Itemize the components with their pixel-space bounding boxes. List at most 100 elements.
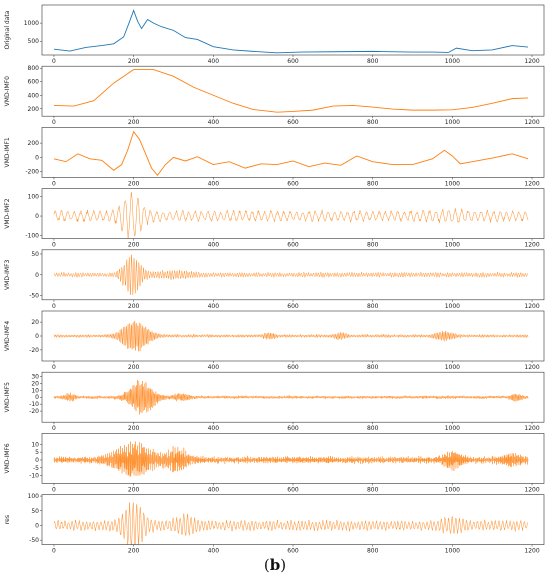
x-tick-label-6-3: 600 <box>287 425 299 432</box>
x-tick-label-1-5: 1000 <box>445 119 460 126</box>
series-line-1 <box>53 69 529 113</box>
axes-frame-0 <box>41 4 545 56</box>
x-tick-label-8-1: 200 <box>128 548 140 555</box>
y-tick-label-1-3: 800 <box>28 65 40 72</box>
x-tick-label-3-4: 800 <box>367 242 379 249</box>
x-tick-label-4-0: 0 <box>52 303 56 310</box>
x-tick-label-3-2: 400 <box>208 242 220 249</box>
y-tick-label-6-1: -10 <box>29 401 39 408</box>
y-axis-label-5: VMD-IMF4 <box>4 321 11 351</box>
x-tick-label-3-6: 1200 <box>524 242 539 249</box>
x-tick-label-2-6: 1200 <box>524 180 539 187</box>
subplot-3: 0 200 400 600 800 1000 1200 -100 0 100 VMD-IMF2 <box>4 188 545 249</box>
x-tick-label-5-2: 400 <box>208 364 220 371</box>
caption-letter: b <box>269 556 281 574</box>
x-tick-label-5-5: 1000 <box>445 364 460 371</box>
y-axis-label-2: VMD-IMF1 <box>4 137 11 167</box>
x-tick-label-8-2: 400 <box>208 548 220 555</box>
x-tick-label-0-5: 1000 <box>445 58 460 65</box>
y-tick-label-8-1: 0 <box>35 522 39 529</box>
axes-frame-1 <box>41 65 545 117</box>
x-tick-label-3-3: 600 <box>287 242 299 249</box>
x-tick-label-1-0: 0 <box>52 119 56 126</box>
x-tick-label-7-3: 600 <box>287 486 299 493</box>
y-tick-label-0-1: 1000 <box>24 20 39 27</box>
subplot-1: 0 200 400 600 800 1000 1200 200 400 600 800 VMD-IMF… <box>4 65 545 126</box>
y-tick-label-6-4: 20 <box>31 380 39 387</box>
x-tick-label-2-3: 600 <box>287 180 299 187</box>
y-tick-label-8-0: -50 <box>29 537 39 544</box>
x-tick-label-5-1: 200 <box>128 364 140 371</box>
series-line-3 <box>53 192 529 239</box>
x-tick-label-7-4: 800 <box>367 486 379 493</box>
x-tick-label-4-2: 400 <box>208 303 220 310</box>
x-tick-label-0-3: 600 <box>287 58 299 65</box>
caption-open: ( <box>263 556 270 574</box>
series-line-0 <box>53 9 529 54</box>
x-tick-label-6-5: 1000 <box>445 425 460 432</box>
x-tick-label-4-1: 200 <box>128 303 140 310</box>
y-tick-label-6-5: 30 <box>31 373 39 380</box>
x-tick-label-5-4: 800 <box>367 364 379 371</box>
y-tick-label-6-2: 0 <box>35 394 39 401</box>
x-tick-label-2-5: 1000 <box>445 180 460 187</box>
subplot-0: 0 200 400 600 800 1000 1200 500 1000 Original dat… <box>4 4 545 65</box>
x-tick-label-0-1: 200 <box>128 58 140 65</box>
y-tick-label-6-0: -20 <box>29 408 39 415</box>
x-tick-label-0-6: 1200 <box>524 58 539 65</box>
x-tick-label-8-0: 0 <box>52 548 56 555</box>
x-tick-label-7-5: 1000 <box>445 486 460 493</box>
series-line-6 <box>53 379 529 415</box>
series-line-2 <box>53 130 529 176</box>
x-tick-label-4-4: 800 <box>367 303 379 310</box>
x-tick-label-8-4: 800 <box>367 548 379 555</box>
x-tick-label-4-3: 600 <box>287 303 299 310</box>
x-tick-label-2-0: 0 <box>52 180 56 187</box>
series-line-4 <box>53 254 529 295</box>
y-axis-label-3: VMD-IMF2 <box>4 198 11 228</box>
subplot-2: 0 200 400 600 800 1000 1200 -200 0 200 VMD-IMF1 <box>4 127 545 187</box>
axes-frame-8 <box>41 494 545 545</box>
x-tick-label-6-6: 1200 <box>524 425 539 432</box>
x-tick-label-0-4: 800 <box>367 58 379 65</box>
x-tick-label-1-4: 800 <box>367 119 379 126</box>
x-tick-label-7-1: 200 <box>128 486 140 493</box>
subplot-5: 0 200 400 600 800 1000 1200 -20 0 20 VMD-IMF4 <box>4 310 545 371</box>
x-tick-label-3-5: 1000 <box>445 242 460 249</box>
x-tick-label-7-0: 0 <box>52 486 56 493</box>
x-tick-label-8-6: 1200 <box>524 548 539 555</box>
x-tick-label-3-0: 0 <box>52 242 56 249</box>
x-tick-label-7-6: 1200 <box>524 486 539 493</box>
x-tick-label-1-3: 600 <box>287 119 299 126</box>
y-tick-label-7-2: 0 <box>35 457 39 464</box>
series-line-5 <box>53 320 529 352</box>
y-tick-label-3-0: -100 <box>25 233 39 240</box>
x-tick-label-2-1: 200 <box>128 180 140 187</box>
y-tick-label-0-0: 500 <box>28 38 40 45</box>
subplot-4: 0 200 400 600 800 1000 1200 -50 0 50 VMD-IMF3 <box>4 249 545 310</box>
y-tick-label-8-2: 50 <box>31 508 39 515</box>
x-tick-label-1-1: 200 <box>128 119 140 126</box>
y-tick-label-2-2: 200 <box>28 140 40 147</box>
x-tick-label-6-4: 800 <box>367 425 379 432</box>
x-tick-label-6-2: 400 <box>208 425 220 432</box>
y-axis-label-7: VMD-IMF6 <box>4 443 11 473</box>
y-tick-label-3-2: 100 <box>28 193 40 200</box>
x-tick-label-2-4: 800 <box>367 180 379 187</box>
y-tick-label-4-0: -50 <box>29 293 39 300</box>
series-line-8 <box>53 502 529 545</box>
x-tick-label-0-0: 0 <box>52 58 56 65</box>
y-tick-label-3-1: 0 <box>35 213 39 220</box>
figure-caption: (b) <box>0 556 550 574</box>
y-axis-label-8: res <box>4 515 11 524</box>
x-tick-label-0-2: 400 <box>208 58 220 65</box>
x-tick-label-6-0: 0 <box>52 425 56 432</box>
y-tick-label-8-3: 100 <box>28 493 40 500</box>
y-tick-label-4-1: 0 <box>35 272 39 279</box>
y-tick-label-7-0: -10 <box>29 473 39 480</box>
y-tick-label-2-0: -200 <box>25 169 39 176</box>
y-tick-label-2-1: 0 <box>35 154 39 161</box>
subplot-8: 0 200 400 600 800 1000 1200 -50 0 50 100 res <box>4 493 545 555</box>
